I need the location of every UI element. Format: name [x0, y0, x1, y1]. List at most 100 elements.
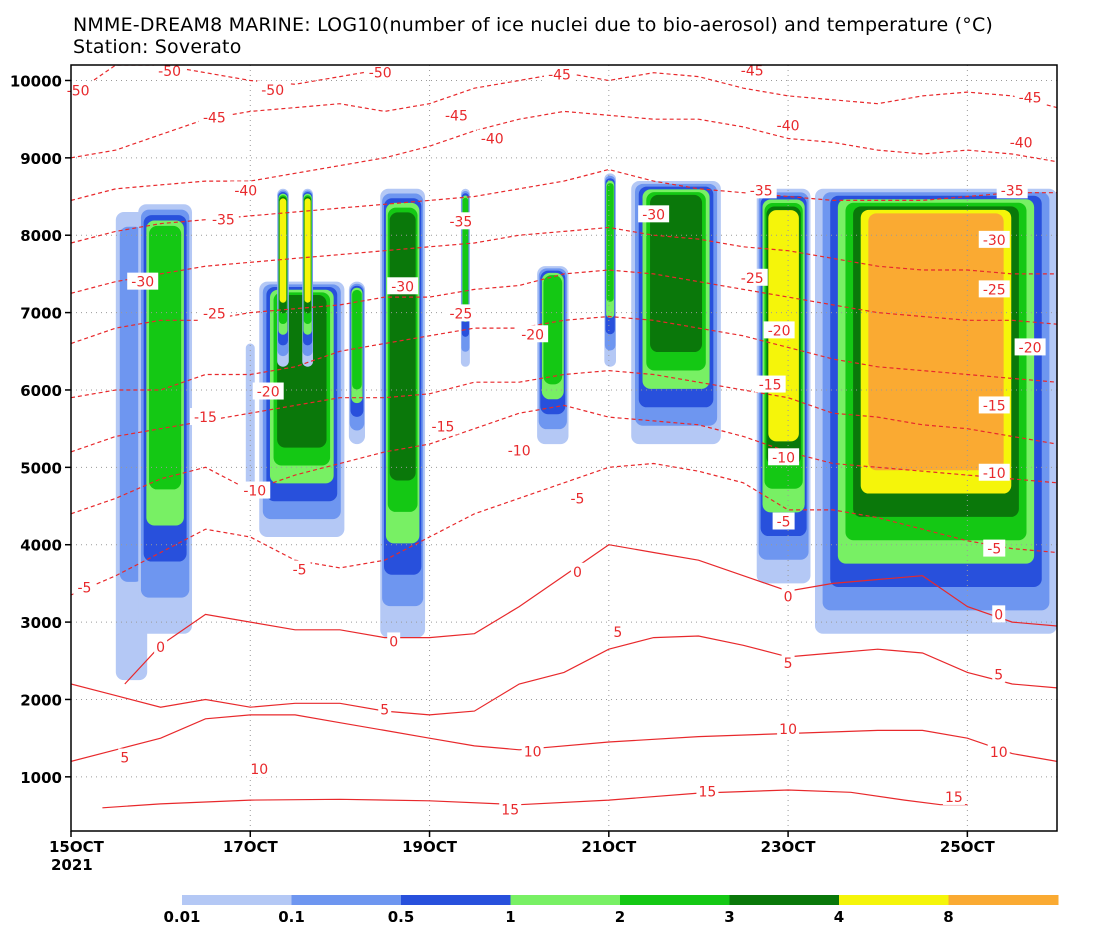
contour-label: -20: [257, 385, 280, 401]
contour-label-bg: [252, 382, 284, 400]
contour-label: 5: [994, 668, 1003, 684]
ice-nuclei-region: [756, 188, 811, 584]
contour-label: -30: [983, 233, 1006, 249]
contour-label: 0: [784, 590, 793, 606]
contour-label-bg: [978, 463, 1010, 481]
colorbar-tick-label: 2: [615, 908, 625, 926]
contour-label: -50: [158, 64, 181, 80]
x-year-label: 2021: [51, 856, 93, 874]
temperature-contour: [71, 462, 1057, 596]
y-tick-label: 6000: [20, 382, 62, 400]
ice-nuclei-band: [389, 212, 416, 481]
contour-label-bg: [154, 637, 168, 655]
ice-nuclei-region: [259, 281, 345, 537]
contour-label: -45: [548, 67, 571, 83]
contour-labels: -50-50-50-50 -45 -45-45-45 -45-40-40-40-40-…: [62, 61, 1046, 818]
colorbar-segment: [401, 895, 511, 905]
contour-label-bg: [230, 181, 262, 199]
contour-label: -35: [212, 213, 235, 229]
contour-label: -5: [987, 542, 1001, 558]
contour-label-bg: [772, 116, 804, 134]
contour-label-bg: [996, 181, 1028, 199]
contour-label-bg: [521, 742, 544, 760]
temperature-contour: [71, 635, 1057, 716]
contour-label: -10: [772, 450, 795, 466]
temperature-contour: [71, 110, 1057, 201]
contour-label: -25: [203, 306, 226, 322]
contour-label-bg: [364, 63, 396, 81]
contour-label: -35: [1001, 183, 1024, 199]
ice-nuclei-band: [245, 343, 255, 491]
ice-nuclei-region: [631, 181, 721, 445]
contour-label-bg: [942, 787, 965, 805]
contour-label-bg: [1005, 133, 1037, 151]
ice-nuclei-region: [537, 266, 569, 445]
colorbar-tick-label: 8: [943, 908, 953, 926]
contour-label: -15: [759, 378, 782, 394]
ice-nuclei-band: [304, 198, 311, 303]
contour-label: -5: [77, 580, 91, 596]
contour-label: -20: [521, 327, 544, 343]
contour-label: -30: [642, 207, 665, 223]
contour-label: -5: [777, 515, 791, 531]
contour-label-bg: [992, 605, 1006, 623]
contour-label: -15: [983, 398, 1006, 414]
colorbar-segment: [948, 895, 1059, 905]
x-tick-label: 17OCT: [223, 838, 279, 856]
contour-label-bg: [992, 665, 1006, 683]
contour-label: 15: [945, 790, 963, 806]
temperature-contour: [71, 168, 1057, 244]
contour-label-bg: [154, 62, 186, 80]
contour-label-bg: [427, 417, 459, 435]
contour-label-bg: [239, 481, 271, 499]
y-tick-label: 7000: [20, 305, 62, 323]
contour-label: 0: [994, 607, 1003, 623]
contour-label: -15: [194, 410, 217, 426]
contour-label: -25: [741, 271, 764, 287]
ice-nuclei-band: [279, 198, 287, 303]
ice-nuclei-region: [245, 343, 255, 491]
ice-nuclei-region: [302, 188, 314, 367]
contour-label: -20: [768, 323, 791, 339]
contour-label-bg: [288, 560, 311, 578]
chart-subtitle: Station: Soverato: [73, 36, 242, 58]
contour-label-bg: [772, 512, 795, 530]
temperature-contour: [71, 269, 1057, 345]
contour-label-bg: [198, 304, 230, 322]
ice-nuclei-field: [115, 173, 1057, 681]
contour-label-bg: [248, 760, 271, 778]
ice-nuclei-band: [606, 183, 614, 302]
contour-label: -30: [131, 275, 154, 291]
contour-label: 10: [779, 722, 797, 738]
contour-label-bg: [1014, 338, 1046, 356]
contour-label-bg: [207, 210, 239, 228]
contour-label: -50: [67, 84, 90, 100]
ice-nuclei-band: [352, 289, 362, 390]
contour-label-bg: [983, 539, 1006, 557]
y-tick-label: 5000: [20, 459, 62, 477]
contour-label-bg: [118, 748, 132, 766]
y-axis: 1000 2000 3000 4000 5000 6000 7000 8000 9000 1000…: [10, 72, 71, 787]
contour-label: -40: [481, 132, 504, 148]
contour-label: 0: [156, 640, 165, 656]
contour-label: -35: [750, 183, 773, 199]
x-tick-label: 15OCT: [49, 838, 105, 856]
contour-label: -45: [1019, 90, 1042, 106]
contour-label-bg: [745, 181, 777, 199]
y-tick-label: 9000: [20, 150, 62, 168]
chart-title: NMME-DREAM8 MARINE: LOG10(number of ice …: [73, 14, 994, 36]
temperature-contour: [71, 65, 385, 97]
contour-label-bg: [781, 587, 795, 605]
temperature-contour: [71, 369, 1057, 453]
colorbar-segment: [291, 895, 402, 905]
contour-label-bg: [127, 272, 159, 290]
ice-nuclei-band: [149, 225, 182, 490]
ice-nuclei-band: [650, 194, 703, 353]
ice-nuclei-region: [138, 204, 193, 634]
temperature-contour: [71, 226, 1057, 294]
ice-nuclei-band: [119, 226, 144, 582]
contour-label-bg: [768, 448, 800, 466]
contour-label: -10: [508, 443, 531, 459]
contour-label-bg: [257, 80, 289, 98]
